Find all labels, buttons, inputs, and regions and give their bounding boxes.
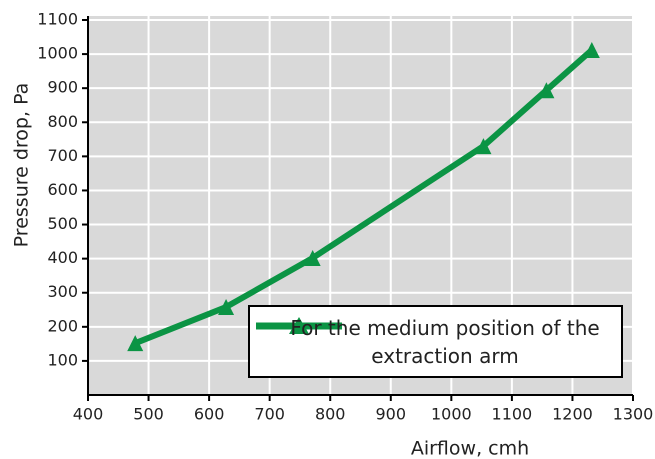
x-tick-label: 1100: [492, 405, 533, 424]
data-marker: [538, 82, 555, 99]
x-tick-label: 400: [73, 405, 104, 424]
y-tick-label: 200: [47, 316, 78, 335]
x-tick-label: 900: [376, 405, 407, 424]
legend-label: For the medium position of the extractio…: [290, 316, 600, 368]
x-tick-label: 600: [194, 405, 225, 424]
series-line: [134, 47, 594, 346]
x-axis-label: Airflow, cmh: [411, 438, 529, 459]
y-tick-label: 500: [47, 214, 78, 233]
x-tick-label: 500: [133, 405, 164, 424]
y-tick-label: 1000: [37, 44, 78, 63]
data-marker: [304, 249, 321, 266]
x-tick-label: 800: [315, 405, 346, 424]
y-tick-label: 900: [47, 78, 78, 97]
y-tick-label: 400: [47, 248, 78, 267]
data-marker: [475, 138, 492, 155]
data-marker: [127, 335, 144, 352]
y-tick-label: 100: [47, 350, 78, 369]
legend-marker: [289, 317, 309, 334]
y-tick-label: 300: [47, 282, 78, 301]
x-tick-label: 1200: [552, 405, 593, 424]
y-axis-label: Pressure drop, Pa: [11, 83, 33, 248]
data-marker: [218, 299, 235, 316]
y-tick-label: 800: [47, 112, 78, 131]
legend-box: [248, 305, 623, 378]
x-tick-label: 1300: [613, 405, 654, 424]
data-marker: [583, 42, 600, 58]
y-tick-label: 1100: [37, 10, 78, 29]
x-tick-label: 700: [254, 405, 285, 424]
y-tick-label: 600: [47, 180, 78, 199]
y-tick-label: 700: [47, 146, 78, 165]
x-tick-label: 1000: [431, 405, 472, 424]
